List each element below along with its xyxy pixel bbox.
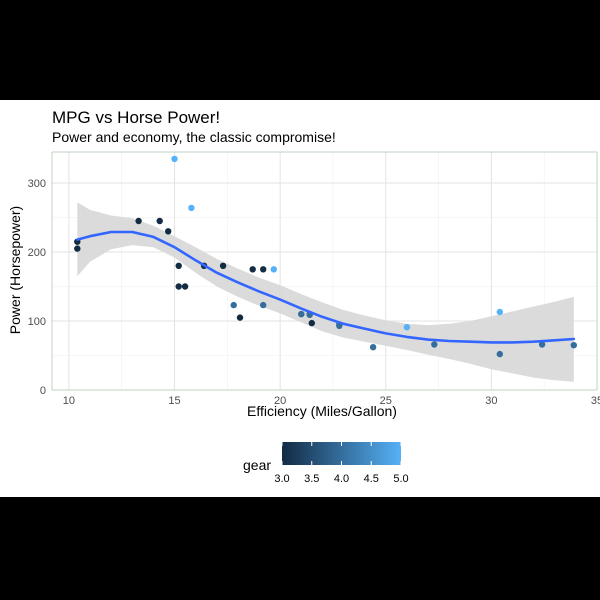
data-point bbox=[156, 217, 163, 225]
data-point bbox=[230, 301, 237, 309]
data-point bbox=[260, 266, 267, 273]
chart-subtitle: Power and economy, the classic compromis… bbox=[52, 129, 336, 145]
y-tick-label: 300 bbox=[28, 178, 46, 190]
data-point bbox=[171, 155, 178, 163]
data-point bbox=[496, 350, 503, 358]
data-point bbox=[570, 342, 577, 349]
legend-colorbar bbox=[282, 442, 401, 465]
data-point bbox=[188, 204, 195, 212]
legend: gear 3.0 3.5 4.0 4.5 5.0 bbox=[243, 442, 409, 485]
smooth-line bbox=[76, 230, 576, 344]
x-tick-label: 30 bbox=[485, 395, 497, 407]
smooth-line-layer bbox=[76, 230, 576, 344]
data-point bbox=[403, 324, 411, 331]
chart-title: MPG vs Horse Power! bbox=[52, 108, 220, 127]
data-point bbox=[308, 319, 315, 327]
data-point bbox=[270, 266, 277, 273]
data-point bbox=[135, 217, 142, 225]
x-tick-label: 25 bbox=[380, 395, 392, 407]
data-point bbox=[175, 262, 182, 269]
data-point bbox=[219, 262, 227, 269]
data-point bbox=[431, 341, 438, 348]
legend-ticks: 3.0 3.5 4.0 4.5 5.0 bbox=[274, 442, 409, 485]
legend-title: gear bbox=[243, 457, 271, 473]
legend-tick-label: 3.5 bbox=[304, 473, 319, 485]
data-point bbox=[165, 228, 172, 235]
legend-tick-label: 4.0 bbox=[334, 473, 349, 485]
x-tick-label: 15 bbox=[168, 395, 180, 407]
data-point bbox=[496, 308, 503, 316]
y-tick-label: 200 bbox=[28, 247, 46, 259]
data-point bbox=[538, 341, 546, 348]
x-tick-label: 10 bbox=[63, 395, 75, 407]
y-tick-label: 100 bbox=[28, 316, 46, 328]
data-point bbox=[249, 266, 256, 273]
data-point bbox=[74, 245, 81, 252]
legend-tick-label: 5.0 bbox=[393, 473, 408, 485]
data-point bbox=[181, 283, 189, 290]
data-point bbox=[298, 310, 305, 318]
confidence-band-layer bbox=[77, 202, 574, 382]
y-axis-label: Power (Horsepower) bbox=[7, 206, 23, 334]
legend-tick-label: 4.5 bbox=[364, 473, 379, 485]
points-layer bbox=[74, 155, 577, 358]
x-tick-label: 20 bbox=[274, 395, 286, 407]
axis-layer: 10 15 20 25 30 35 0 100 200 300 bbox=[28, 151, 600, 407]
x-axis-label: Efficiency (Miles/Gallon) bbox=[247, 403, 397, 419]
data-point bbox=[236, 314, 244, 321]
legend-tick-label: 3.0 bbox=[274, 473, 289, 485]
y-tick-label: 0 bbox=[40, 385, 46, 397]
x-tick-label: 35 bbox=[591, 395, 600, 407]
data-point bbox=[175, 283, 182, 290]
data-point bbox=[260, 301, 267, 309]
data-point bbox=[369, 344, 377, 351]
confidence-band bbox=[77, 202, 574, 382]
